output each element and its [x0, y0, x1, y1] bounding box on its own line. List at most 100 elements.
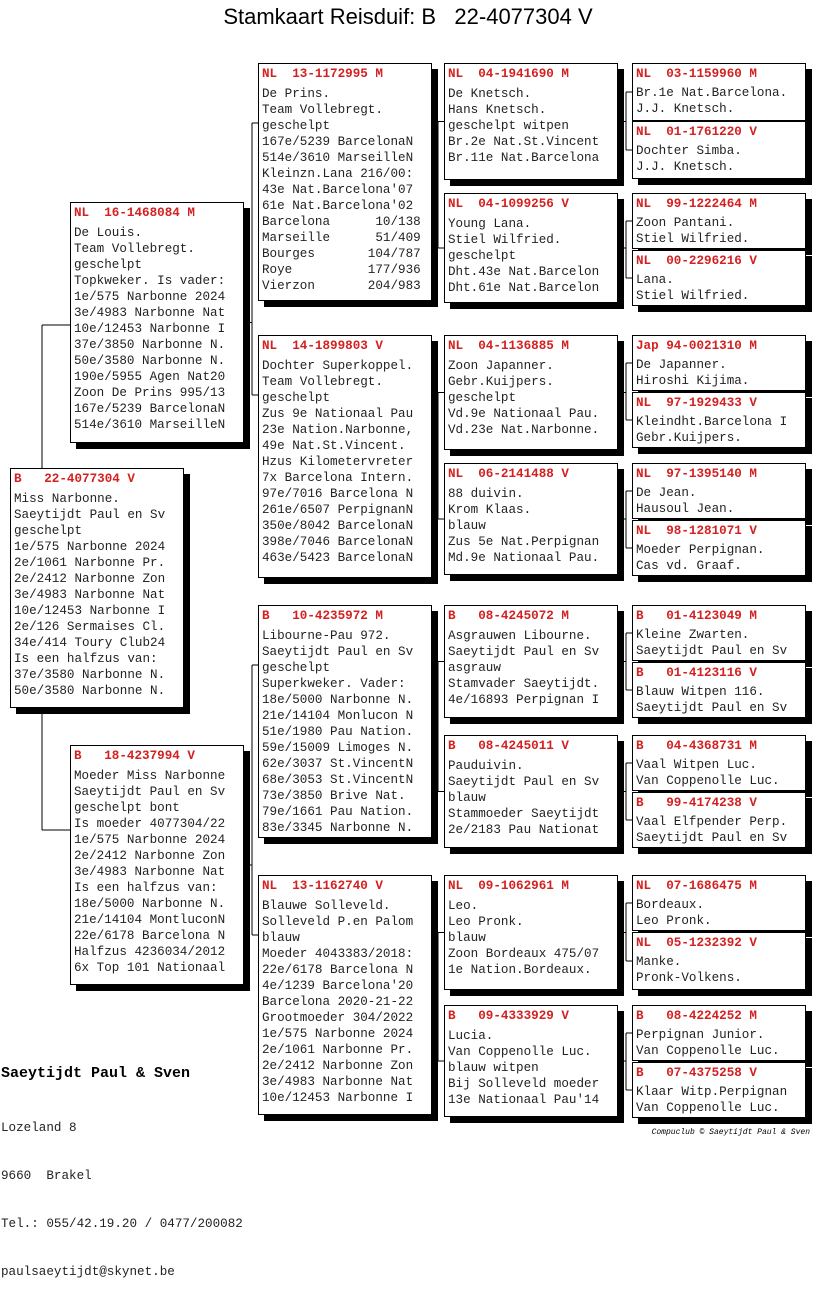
- pigeon-info-line: Hausoul Jean.: [636, 502, 735, 516]
- pigeon-info-line: Marseille 51/409: [262, 231, 421, 245]
- pigeon-card-dd: NL 13-1162740 V Blauwe Solleveld. Sollevel…: [258, 875, 432, 1115]
- pigeon-card-ds: B 10-4235972 M Libourne-Pau 972. Saeytijdt…: [258, 605, 432, 838]
- footer-copyright: Compuclub © Saeytijdt Paul & Sven: [651, 1128, 810, 1137]
- ring-number: NL 06-2141488 V: [448, 467, 569, 481]
- pigeon-card-dddd: B 07-4375258 V Klaar Witp.Perpignan Van Co…: [632, 1062, 806, 1118]
- pigeon-info-line: Br.2e Nat.St.Vincent: [448, 135, 600, 149]
- pigeon-card-dsds: B 04-4368731 M Vaal Witpen Luc. Van Coppen…: [632, 735, 806, 791]
- pigeon-card-ssds: NL 99-1222464 M Zoon Pantani. Stiel Wilfri…: [632, 193, 806, 249]
- pigeon-info-line: Dochter Simba.: [636, 144, 742, 158]
- pigeon-info-line: Krom Klaas.: [448, 503, 532, 517]
- pigeon-info-line: 97e/7016 Barcelona N: [262, 487, 414, 501]
- ring-number: B 07-4375258 V: [636, 1066, 757, 1080]
- ring-number: NL 04-1136885 M: [448, 339, 569, 353]
- pigeon-info-line: Team Vollebregt.: [262, 103, 383, 117]
- pigeon-info-line: 514e/3610 MarseilleN: [262, 151, 414, 165]
- pigeon-info-line: 34e/414 Toury Club24: [14, 636, 166, 650]
- pigeon-info-line: Pauduivin.: [448, 759, 524, 773]
- pigeon-info-line: 79e/1661 Pau Nation.: [262, 805, 414, 819]
- pigeon-info-line: 50e/3580 Narbonne N.: [14, 684, 166, 698]
- owner-email: paulsaeytijdt@skynet.be: [1, 1265, 175, 1279]
- pigeon-info-line: Miss Narbonne.: [14, 492, 120, 506]
- pigeon-info-line: Saeytijdt Paul en Sv: [74, 785, 226, 799]
- ring-number: NL 09-1062961 M: [448, 879, 569, 893]
- pigeon-card-dds: NL 09-1062961 M Leo. Leo Pronk. blauw Zoon B…: [444, 875, 618, 990]
- pigeon-info-line: blauw: [448, 519, 486, 533]
- pigeon-info-line: Vierzon 204/983: [262, 279, 421, 293]
- pigeon-info-line: J.J. Knetsch.: [636, 102, 735, 116]
- pigeon-info-line: 10e/12453 Narbonne I: [74, 322, 226, 336]
- pigeon-info-line: 10e/12453 Narbonne I: [14, 604, 166, 618]
- ring-number: B 08-4245072 M: [448, 609, 569, 623]
- pigeon-info-line: 3e/4983 Narbonne Nat: [262, 1075, 414, 1089]
- pigeon-info-line: Topkweker. Is vader:: [74, 274, 226, 288]
- ring-number: NL 04-1941690 M: [448, 67, 569, 81]
- pigeon-card-dam: B 18-4237994 V Moeder Miss Narbonne Saeyti…: [70, 745, 244, 985]
- pigeon-info-line: 514e/3610 MarseilleN: [74, 418, 226, 432]
- pigeon-card-dsdd: B 99-4174238 V Vaal Elfpender Perp. Saeyti…: [632, 792, 806, 848]
- pigeon-card-ssd: NL 04-1099256 V Young Lana. Stiel Wilfried…: [444, 193, 618, 303]
- pigeon-info-line: 4e/16893 Perpignan I: [448, 693, 600, 707]
- pigeon-info-line: Team Vollebregt.: [74, 242, 195, 256]
- pigeon-info-line: Moeder Miss Narbonne: [74, 769, 226, 783]
- ring-number: B 22-4077304 V: [14, 472, 135, 486]
- ring-number: NL 05-1232392 V: [636, 936, 757, 950]
- ring-number: Jap 94-0021310 M: [636, 339, 757, 353]
- ring-number: NL 00-2296216 V: [636, 254, 757, 268]
- pigeon-info-line: Superkweker. Vader:: [262, 677, 406, 691]
- pigeon-info-line: Bordeaux.: [636, 898, 705, 912]
- pigeon-info-line: blauw: [262, 931, 300, 945]
- pigeon-info-line: 6x Top 101 Nationaal: [74, 961, 226, 975]
- pedigree-connectors: [41, 91, 632, 1091]
- pigeon-info-line: geschelpt: [14, 524, 83, 538]
- pigeon-info-line: Saeytijdt Paul en Sv: [636, 644, 788, 658]
- pigeon-info-line: 1e/575 Narbonne 2024: [14, 540, 166, 554]
- pigeon-info-line: 10e/12453 Narbonne I: [262, 1091, 414, 1105]
- pigeon-info-line: Dht.43e Nat.Barcelon: [448, 265, 600, 279]
- pigeon-info-line: asgrauw: [448, 661, 501, 675]
- pigeon-info-line: Van Coppenolle Luc.: [636, 1101, 780, 1115]
- pigeon-info-line: Young Lana.: [448, 217, 532, 231]
- pigeon-info-line: Zus 5e Nat.Perpignan: [448, 535, 600, 549]
- pigeon-info-line: Solleveld P.en Palom: [262, 915, 414, 929]
- pigeon-info-line: 62e/3037 St.VincentN: [262, 757, 414, 771]
- pigeon-card-dsss: B 01-4123049 M Kleine Zwarten. Saeytijdt P…: [632, 605, 806, 661]
- owner-name: Saeytijdt Paul & Sven: [1, 1065, 191, 1082]
- pigeon-info-line: 190e/5955 Agen Nat20: [74, 370, 226, 384]
- pigeon-info-line: 350e/8042 BarcelonaN: [262, 519, 414, 533]
- pigeon-info-line: Van Coppenolle Luc.: [636, 1044, 780, 1058]
- pigeon-info-line: 22e/6178 Barcelona N: [262, 963, 414, 977]
- pigeon-info-line: Zus 9e Nationaal Pau: [262, 407, 414, 421]
- ring-number: B 08-4224252 M: [636, 1009, 757, 1023]
- pigeon-info-line: 1e Nation.Bordeaux.: [448, 963, 592, 977]
- pigeon-info-line: 61e Nat.Barcelona'02: [262, 199, 414, 213]
- pigeon-card-ssdd: NL 00-2296216 V Lana. Stiel Wilfried.: [632, 250, 806, 306]
- pigeon-info-line: 13e Nationaal Pau'14: [448, 1093, 600, 1107]
- pigeon-info-line: 1e/575 Narbonne 2024: [74, 833, 226, 847]
- pigeon-info-line: 7x Barcelona Intern.: [262, 471, 414, 485]
- pigeon-info-line: 23e Nation.Narbonne,: [262, 423, 414, 437]
- pigeon-card-sire: NL 16-1468084 M De Louis. Team Vollebregt.…: [70, 202, 244, 443]
- pigeon-info-line: geschelpt: [448, 249, 517, 263]
- pigeon-card-ssss: NL 03-1159960 M Br.1e Nat.Barcelona. J.J. …: [632, 63, 806, 121]
- pigeon-card-ddd: B 09-4333929 V Lucia. Van Coppenolle Luc. b…: [444, 1005, 618, 1117]
- pigeon-info-line: Gebr.Kuijpers.: [448, 375, 554, 389]
- pigeon-card-sdss: Jap 94-0021310 M De Japanner. Hiroshi Kiji…: [632, 335, 806, 391]
- pigeon-info-line: Moeder 4043383/2018:: [262, 947, 414, 961]
- ring-number: NL 14-1899803 V: [262, 339, 383, 353]
- pigeon-info-line: 398e/7046 BarcelonaN: [262, 535, 414, 549]
- pigeon-info-line: Cas vd. Graaf.: [636, 559, 742, 573]
- pigeon-info-line: Hzus Kilometervreter: [262, 455, 414, 469]
- pigeon-info-line: Zoon Pantani.: [636, 216, 735, 230]
- pigeon-info-line: 22e/6178 Barcelona N: [74, 929, 226, 943]
- pigeon-info-line: Saeytijdt Paul en Sv: [262, 645, 414, 659]
- pigeon-info-line: 18e/5000 Narbonne N.: [74, 897, 226, 911]
- pigeon-info-line: Van Coppenolle Luc.: [448, 1045, 592, 1059]
- pigeon-info-line: Gebr.Kuijpers.: [636, 431, 742, 445]
- pigeon-info-line: Saeytijdt Paul en Sv: [448, 645, 600, 659]
- pigeon-info-line: Stiel Wilfried.: [448, 233, 562, 247]
- ring-number: B 09-4333929 V: [448, 1009, 569, 1023]
- pigeon-info-line: Asgrauwen Libourne.: [448, 629, 592, 643]
- pigeon-info-line: 50e/3580 Narbonne N.: [74, 354, 226, 368]
- pigeon-info-line: 2e/126 Sermaises Cl.: [14, 620, 166, 634]
